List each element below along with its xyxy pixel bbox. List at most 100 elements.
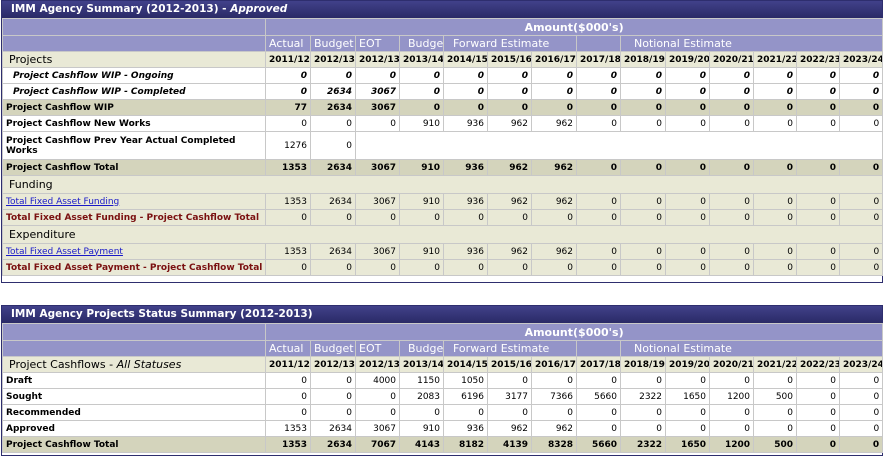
cell-value: 0 bbox=[838, 420, 884, 437]
year-header: 2013/14 bbox=[399, 356, 444, 373]
cell-value: 0 bbox=[531, 209, 577, 226]
cell-value: 936 bbox=[443, 420, 488, 437]
year-header: 2021/22 bbox=[753, 356, 797, 373]
cell-value: 0 bbox=[443, 99, 488, 116]
cell-value: 0 bbox=[576, 420, 621, 437]
group-budget-2: Budget bbox=[399, 35, 444, 52]
cell-value: 0 bbox=[620, 209, 666, 226]
cell-value: 0 bbox=[838, 159, 884, 176]
cell-value: 0 bbox=[665, 372, 710, 389]
approval-status: Approved bbox=[230, 3, 288, 15]
cell-value: 0 bbox=[576, 209, 621, 226]
cell-value: 0 bbox=[620, 83, 666, 100]
cell-value: 0 bbox=[709, 99, 754, 116]
row-draft: Draft bbox=[2, 372, 266, 389]
section-row: Funding bbox=[1, 175, 884, 194]
cell-value: 0 bbox=[709, 159, 754, 176]
cell-value: 500 bbox=[753, 436, 797, 453]
cell-value: 0 bbox=[620, 372, 666, 389]
cell-value: 0 bbox=[753, 372, 797, 389]
year-header: 2019/20 bbox=[665, 356, 710, 373]
table-row: Total Fixed Asset Payment - Project Cash… bbox=[2, 259, 884, 276]
cell-value: 0 bbox=[310, 67, 356, 84]
cell-value: 0 bbox=[487, 99, 532, 116]
cell-value: 0 bbox=[838, 372, 884, 389]
cell-value: 0 bbox=[265, 372, 311, 389]
cell-value: 0 bbox=[753, 259, 797, 276]
cell-value: 3177 bbox=[487, 388, 532, 405]
cell-value: 0 bbox=[665, 259, 710, 276]
cell-value: 0 bbox=[531, 83, 577, 100]
cell-value: 3067 bbox=[355, 243, 400, 260]
group-actual: Actual bbox=[265, 35, 311, 52]
cell-value: 0 bbox=[355, 209, 400, 226]
cell-value: 4143 bbox=[399, 436, 444, 453]
cell-value: 0 bbox=[399, 67, 444, 84]
cell-value: 2634 bbox=[310, 193, 356, 210]
cell-value: 0 bbox=[399, 209, 444, 226]
cell-value: 962 bbox=[487, 420, 532, 437]
amount-header: Amount($000's) bbox=[264, 323, 884, 341]
row-new-works: Project Cashflow New Works bbox=[2, 115, 266, 132]
cell-value: 0 bbox=[753, 404, 797, 421]
row-wip: Project Cashflow WIP bbox=[2, 99, 266, 116]
cell-value: 2634 bbox=[310, 436, 356, 453]
amount-header: Amount($000's) bbox=[264, 18, 884, 36]
cell-value: 0 bbox=[838, 99, 884, 116]
cell-value: 0 bbox=[753, 420, 797, 437]
projects-status-title-bar: IMM Agency Projects Status Summary (2012… bbox=[2, 306, 882, 323]
cell-value: 0 bbox=[709, 259, 754, 276]
cell-value: 0 bbox=[310, 404, 356, 421]
cell-value: 0 bbox=[310, 388, 356, 405]
cell-value: 0 bbox=[796, 83, 840, 100]
cell-value: 0 bbox=[576, 372, 621, 389]
cell-value: 0 bbox=[531, 404, 577, 421]
year-header: 2022/23 bbox=[796, 356, 840, 373]
year-header: 2018/19 bbox=[620, 356, 666, 373]
table-row: Sought 0 0 0 2083 6196 3177 7366 5660 2322 1650 120… bbox=[2, 388, 884, 405]
cell-value: 3067 bbox=[355, 159, 400, 176]
cell-value: 0 bbox=[576, 115, 621, 132]
table-row: Project Cashflow New Works 0 0 0 910 936 962 96… bbox=[2, 115, 884, 132]
cell-value: 0 bbox=[620, 99, 666, 116]
cell-value: 936 bbox=[443, 243, 488, 260]
cell-value: 0 bbox=[531, 99, 577, 116]
cell-value: 2634 bbox=[310, 159, 356, 176]
cell-value: 910 bbox=[399, 193, 444, 210]
cell-value: 0 bbox=[753, 67, 797, 84]
cell-value: 0 bbox=[576, 159, 621, 176]
row-total-fixed-asset-payment-link[interactable]: Total Fixed Asset Payment bbox=[6, 246, 123, 257]
cell-value: 0 bbox=[443, 67, 488, 84]
cell-value: 8328 bbox=[531, 436, 577, 453]
cell-value: 4139 bbox=[487, 436, 532, 453]
cell-value: 962 bbox=[531, 420, 577, 437]
cell-value: 0 bbox=[753, 115, 797, 132]
cell-value: 0 bbox=[709, 243, 754, 260]
cell-value: 3067 bbox=[355, 420, 400, 437]
cell-value: 1353 bbox=[265, 436, 311, 453]
cell-value: 0 bbox=[709, 420, 754, 437]
cell-value: 0 bbox=[487, 259, 532, 276]
cell-value: 1650 bbox=[665, 388, 710, 405]
cell-value: 0 bbox=[355, 115, 400, 132]
cell-value: 0 bbox=[665, 99, 710, 116]
cell-value: 0 bbox=[265, 67, 311, 84]
row-cashflow-total: Project Cashflow Total bbox=[2, 159, 266, 176]
group-actual: Actual bbox=[265, 340, 311, 357]
cell-value: 0 bbox=[838, 209, 884, 226]
cell-value: 0 bbox=[796, 388, 840, 405]
cell-value: 962 bbox=[531, 243, 577, 260]
cell-value: 3067 bbox=[355, 193, 400, 210]
cell-value: 0 bbox=[796, 436, 840, 453]
cell-value: 0 bbox=[838, 243, 884, 260]
row-total-fixed-asset-funding-link[interactable]: Total Fixed Asset Funding bbox=[6, 196, 120, 207]
cell-value: 0 bbox=[796, 67, 840, 84]
empty-cell bbox=[354, 131, 884, 160]
year-header: 2020/21 bbox=[709, 51, 754, 68]
cell-value: 0 bbox=[838, 388, 884, 405]
cell-value: 0 bbox=[665, 243, 710, 260]
cell-value: 0 bbox=[265, 83, 311, 100]
cell-value: 500 bbox=[753, 388, 797, 405]
table-row: Project Cashflow Prev Year Actual Comple… bbox=[2, 131, 884, 160]
cell-value: 0 bbox=[665, 209, 710, 226]
